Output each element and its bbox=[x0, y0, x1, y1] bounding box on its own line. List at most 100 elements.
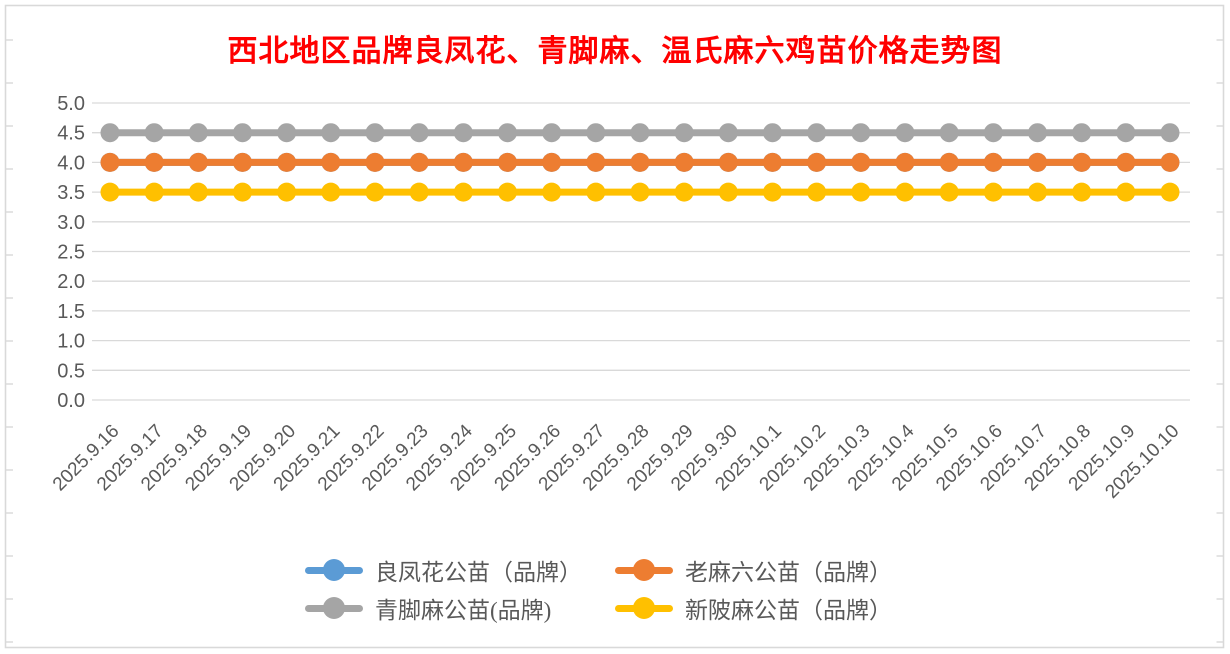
data-point bbox=[1072, 182, 1092, 202]
data-point bbox=[1028, 152, 1047, 172]
data-point bbox=[453, 182, 473, 202]
legend-dot bbox=[633, 559, 655, 581]
data-point bbox=[851, 123, 871, 143]
data-point bbox=[895, 123, 915, 143]
data-point bbox=[1160, 182, 1180, 202]
data-point bbox=[1072, 123, 1092, 143]
legend-item-laomaliu[interactable]: 老麻六公苗（品牌） bbox=[615, 552, 925, 588]
data-point bbox=[1116, 123, 1136, 143]
line-marker-icon bbox=[305, 559, 363, 581]
legend-label: 新陂麻公苗（品牌） bbox=[685, 598, 892, 623]
data-point bbox=[321, 182, 341, 202]
data-point bbox=[630, 152, 650, 172]
data-point bbox=[718, 152, 738, 172]
data-point bbox=[233, 152, 252, 172]
y-axis-label: 0.5 bbox=[57, 360, 85, 382]
data-point bbox=[1160, 123, 1180, 143]
data-point bbox=[586, 123, 606, 143]
data-point bbox=[983, 123, 1003, 143]
data-point bbox=[807, 152, 827, 172]
y-axis-label: 3.5 bbox=[57, 182, 85, 204]
data-point bbox=[586, 152, 606, 172]
data-point bbox=[763, 123, 782, 143]
data-point bbox=[365, 152, 385, 172]
data-point bbox=[498, 123, 517, 143]
chart-title: 西北地区品牌良凤花、青脚麻、温氏麻六鸡苗价格走势图 bbox=[227, 35, 1003, 68]
data-point bbox=[188, 123, 208, 143]
data-point bbox=[365, 182, 385, 202]
data-point bbox=[188, 182, 208, 202]
legend-item-xinpima[interactable]: 新陂麻公苗（品牌） bbox=[615, 590, 925, 626]
y-axis-label: 2.5 bbox=[57, 242, 85, 264]
line-marker-icon bbox=[615, 559, 673, 581]
data-point bbox=[1116, 182, 1136, 202]
legend-label: 良凤花公苗（品牌） bbox=[375, 560, 582, 585]
data-point bbox=[1028, 182, 1047, 202]
chart-legend: 良凤花公苗（品牌） 老麻六公苗（品牌） 青脚麻公苗(品牌) 新陂麻公苗（品牌） bbox=[305, 552, 925, 626]
data-point bbox=[807, 123, 827, 143]
data-point bbox=[718, 123, 738, 143]
data-point bbox=[763, 182, 782, 202]
data-point bbox=[100, 182, 120, 202]
data-point bbox=[233, 182, 252, 202]
legend-dot bbox=[633, 597, 655, 619]
data-point bbox=[188, 152, 208, 172]
data-point bbox=[674, 123, 694, 143]
data-point bbox=[1116, 152, 1136, 172]
data-point bbox=[983, 182, 1003, 202]
data-point bbox=[453, 123, 473, 143]
y-axis-label: 1.0 bbox=[57, 331, 85, 353]
data-point bbox=[233, 123, 252, 143]
data-point bbox=[542, 182, 562, 202]
data-point bbox=[453, 152, 473, 172]
y-axis-label: 3.0 bbox=[57, 212, 85, 234]
y-axis-label: 0.0 bbox=[57, 390, 85, 412]
data-point bbox=[630, 182, 650, 202]
legend-item-qingjiaoma[interactable]: 青脚麻公苗(品牌) bbox=[305, 590, 615, 626]
data-point bbox=[1072, 152, 1092, 172]
data-point bbox=[586, 182, 606, 202]
y-axis-label: 4.0 bbox=[57, 152, 85, 174]
data-point bbox=[498, 182, 517, 202]
legend-item-liangfenghua[interactable]: 良凤花公苗（品牌） bbox=[305, 552, 615, 588]
data-point bbox=[939, 123, 959, 143]
y-axis-label: 1.5 bbox=[57, 301, 85, 323]
data-point bbox=[939, 152, 959, 172]
data-point bbox=[277, 152, 297, 172]
data-point bbox=[983, 152, 1003, 172]
data-point bbox=[674, 152, 694, 172]
data-point bbox=[100, 152, 120, 172]
data-point bbox=[277, 123, 297, 143]
chart-border bbox=[4, 4, 1225, 649]
data-point bbox=[718, 182, 738, 202]
data-point bbox=[409, 123, 429, 143]
data-point bbox=[321, 123, 341, 143]
legend-label: 老麻六公苗（品牌） bbox=[685, 560, 892, 585]
line-marker-icon bbox=[615, 597, 673, 619]
data-point bbox=[144, 152, 164, 172]
data-point bbox=[1160, 152, 1180, 172]
data-point bbox=[144, 123, 164, 143]
data-point bbox=[100, 123, 120, 143]
data-point bbox=[498, 152, 517, 172]
y-axis-label: 2.0 bbox=[57, 271, 85, 293]
y-axis-label: 4.5 bbox=[57, 123, 85, 145]
data-point bbox=[939, 182, 959, 202]
data-point bbox=[542, 152, 562, 172]
data-point bbox=[144, 182, 164, 202]
data-point bbox=[895, 152, 915, 172]
data-point bbox=[763, 152, 782, 172]
data-point bbox=[277, 182, 297, 202]
data-point bbox=[365, 123, 385, 143]
legend-label: 青脚麻公苗(品牌) bbox=[375, 598, 552, 623]
data-point bbox=[1028, 123, 1047, 143]
data-point bbox=[807, 182, 827, 202]
line-marker-icon bbox=[305, 597, 363, 619]
data-point bbox=[630, 123, 650, 143]
data-point bbox=[674, 182, 694, 202]
data-point bbox=[409, 182, 429, 202]
data-point bbox=[542, 123, 562, 143]
legend-dot bbox=[323, 559, 345, 581]
